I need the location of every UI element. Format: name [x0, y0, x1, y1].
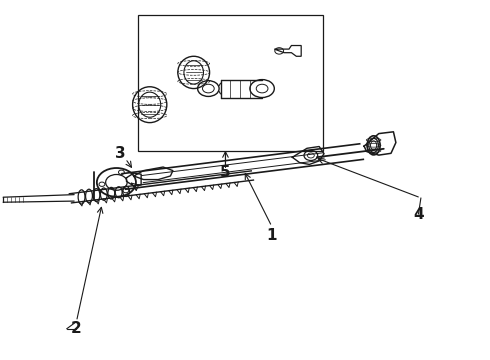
Text: 4: 4: [413, 207, 424, 221]
Bar: [138, 15, 323, 151]
Text: 3: 3: [115, 145, 126, 161]
Text: 1: 1: [267, 228, 277, 243]
Text: 2: 2: [71, 321, 82, 336]
Text: 5: 5: [220, 165, 231, 180]
